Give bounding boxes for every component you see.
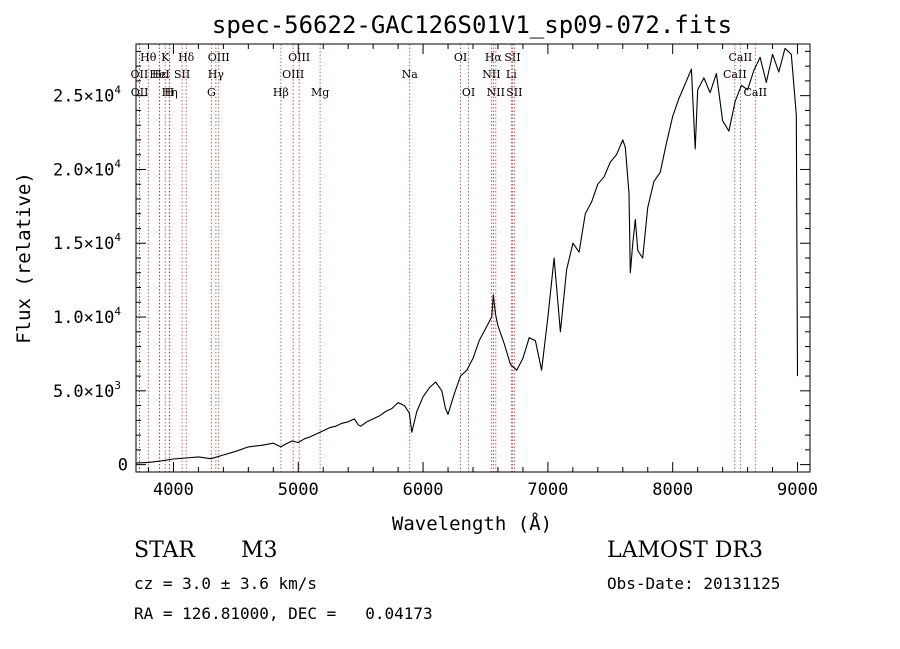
line-marker-label: CaII (723, 68, 747, 81)
y-tick-label: 5.0×103 (53, 379, 121, 402)
line-marker-label: OIII (288, 51, 310, 64)
line-marker-label: OI (454, 51, 467, 64)
line-marker-label: OIII (208, 51, 230, 64)
line-marker-label: NII (487, 86, 505, 99)
plot-frame (135, 43, 811, 473)
object-class: STAR (134, 538, 195, 563)
y-tick-label: 2.0×104 (53, 157, 121, 180)
object-subclass: M3 (241, 538, 278, 563)
x-tick-label: 4000 (153, 480, 194, 500)
line-marker-label: OII (131, 68, 149, 81)
survey-name: LAMOST DR3 (607, 538, 763, 563)
line-marker-label: NII (482, 68, 500, 81)
line-marker-label: CaII (743, 86, 767, 99)
x-tick-label: 9000 (777, 480, 818, 500)
line-marker-label: Hγ (208, 68, 225, 81)
x-axis-label: Wavelength (Å) (392, 512, 552, 535)
cz-value: cz = 3.0 ± 3.6 km/s (134, 574, 318, 593)
line-marker-label: Na (402, 68, 419, 81)
line-marker-label: H (165, 86, 175, 99)
line-marker-label: OI (462, 86, 475, 99)
line-marker-label: Hθ (140, 51, 157, 64)
line-marker-label: OII (131, 86, 149, 99)
line-marker-label: SII (504, 51, 520, 64)
line-marker-label: SII (174, 68, 190, 81)
x-tick-label: 7000 (527, 480, 568, 500)
line-marker-label: OIII (282, 68, 304, 81)
y-tick-label: 1.0×104 (53, 305, 121, 328)
line-marker-label: G (207, 86, 216, 99)
chart-title: spec-56622-GAC126S01V1_sp09-072.fits (212, 11, 732, 39)
line-marker-label: K (161, 51, 170, 64)
line-marker-label: Hε (152, 68, 168, 81)
obs-date: Obs-Date: 20131125 (607, 574, 781, 593)
y-tick-label: 1.5×104 (53, 231, 121, 254)
x-tick-label: 5000 (278, 480, 319, 500)
x-tick-label: 6000 (403, 480, 444, 500)
line-marker-label: CaII (729, 51, 753, 64)
line-marker-label: HeI (149, 68, 169, 81)
line-marker-label: Hδ (178, 51, 195, 64)
line-marker-label: Li (506, 68, 517, 81)
line-marker-label: Hα (485, 51, 503, 64)
y-tick-label: 0 (118, 456, 128, 476)
y-axis-label: Flux (relative) (13, 172, 35, 344)
axis-ticks: 4000 5000 6000 7000 8000 9000 0 5.0×103 1.0×104 1… (53, 44, 818, 500)
x-tick-label: 8000 (652, 480, 693, 500)
coordinates: RA = 126.81000, DEC = 0.04173 (134, 604, 433, 623)
y-tick-label: 2.5×104 (53, 84, 121, 107)
line-marker-label: Hβ (273, 86, 289, 99)
flux-series-line (135, 47, 799, 464)
line-marker-label: Hη (162, 86, 178, 99)
line-marker-label: Mg (311, 86, 329, 99)
line-marker-label: SII (506, 86, 522, 99)
